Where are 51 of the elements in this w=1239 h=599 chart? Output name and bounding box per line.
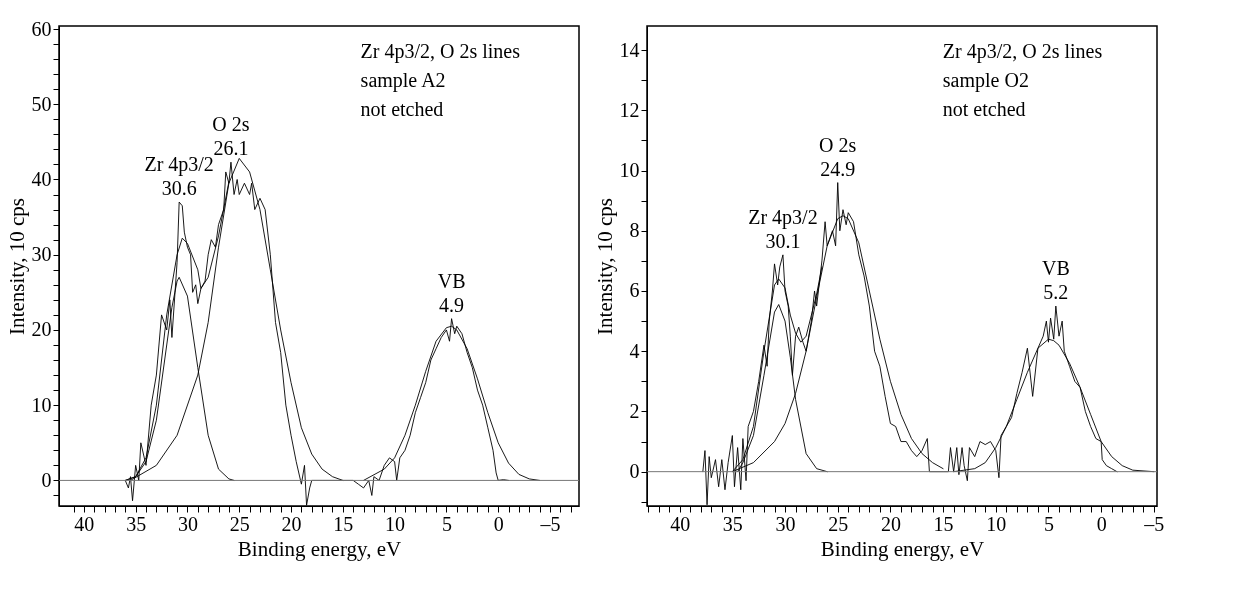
annotation: Zr 4p3/2 30.1: [748, 205, 818, 252]
x-tick-label: 5: [1043, 512, 1054, 535]
x-tick-label: 20: [880, 512, 901, 535]
annotation: not etched: [360, 98, 444, 120]
annotation: Zr 4p3/2, O 2s lines: [942, 40, 1103, 63]
annotation: sample A2: [360, 69, 446, 92]
x-axis-title: Binding energy, eV: [237, 536, 402, 561]
y-axis-title: Intensity, 10 cps: [4, 198, 29, 335]
y-tick-label: 12: [619, 98, 640, 121]
x-tick-label: 10: [385, 512, 406, 535]
y-tick-label: 0: [41, 468, 52, 491]
x-tick-label: 40: [670, 512, 691, 535]
y-tick-label: 60: [31, 17, 52, 40]
x-tick-label: 10: [986, 512, 1007, 535]
y-tick-label: 6: [629, 279, 640, 302]
y-tick-label: 2: [629, 399, 640, 422]
x-tick-label: 0: [1096, 512, 1107, 535]
y-tick-label: 10: [619, 159, 640, 182]
x-tick-label: 30: [177, 512, 198, 535]
x-tick-label: 15: [933, 512, 954, 535]
y-tick-label: 20: [31, 318, 52, 341]
y-tick-label: 30: [31, 243, 52, 266]
x-tick-label: 25: [828, 512, 849, 535]
y-tick-label: 10: [31, 393, 52, 416]
annotation: not etched: [942, 98, 1026, 120]
x-tick-label: –5: [539, 512, 561, 535]
annotation: O 2s 26.1: [212, 113, 250, 160]
annotation: Zr 4p3/2, O 2s lines: [360, 40, 521, 63]
annotation: VB 5.2: [1041, 257, 1070, 304]
x-tick-label: 35: [126, 512, 147, 535]
annotation: sample O2: [942, 69, 1029, 92]
x-tick-label: 15: [333, 512, 354, 535]
x-tick-label: 40: [74, 512, 95, 535]
annotation: O 2s 24.9: [819, 133, 857, 180]
annotation: Zr 4p3/2 30.6: [144, 153, 214, 200]
x-tick-label: 35: [722, 512, 743, 535]
annotation: VB 4.9: [437, 269, 466, 316]
y-tick-label: 4: [629, 339, 640, 362]
y-tick-label: 14: [619, 38, 640, 61]
y-tick-label: 40: [31, 167, 52, 190]
x-tick-label: 25: [229, 512, 250, 535]
y-axis-title: Intensity, 10 cps: [592, 198, 617, 335]
x-tick-label: 5: [441, 512, 452, 535]
x-tick-label: 0: [493, 512, 504, 535]
x-tick-label: –5: [1143, 512, 1165, 535]
x-tick-label: 30: [775, 512, 796, 535]
y-tick-label: 50: [31, 92, 52, 115]
x-axis-title: Binding energy, eV: [820, 536, 985, 561]
y-tick-label: 8: [629, 219, 640, 242]
y-tick-label: 0: [629, 460, 640, 483]
x-tick-label: 20: [281, 512, 302, 535]
